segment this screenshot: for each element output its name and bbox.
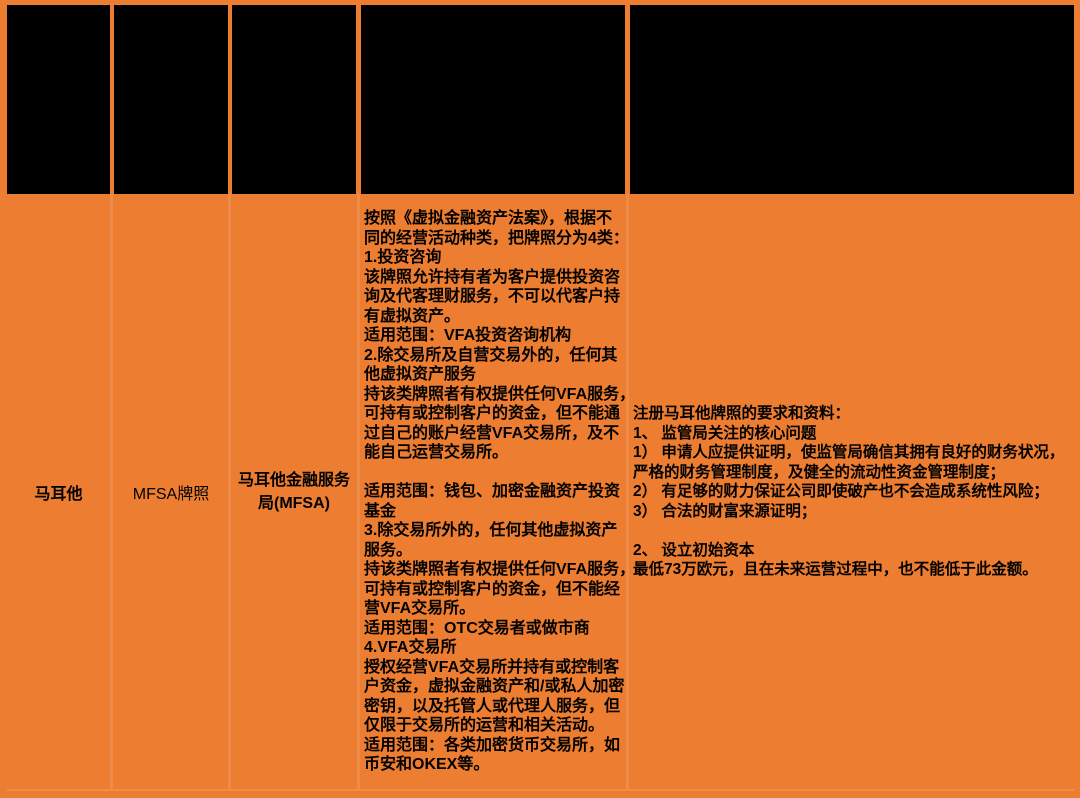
country-label: 马耳他 (34, 486, 83, 503)
column-divider (357, 194, 360, 790)
license-name-label: MFSA牌照 (132, 486, 210, 503)
cell-country: 马耳他 (7, 194, 110, 790)
header-cell-regulator-redacted (232, 5, 356, 194)
requirements-text: 注册马耳他牌照的要求和资料： 1、 监管局关注的核心问题 1） 申请人应提供证明… (633, 405, 1065, 579)
column-divider (110, 194, 113, 790)
column-divider (228, 194, 231, 790)
license-details-text: 按照《虚拟金融资产法案》，根据不 同的经营活动种类，把牌照分为4类： 1.投资咨… (364, 210, 636, 774)
cell-license-name: MFSA牌照 (114, 194, 228, 790)
cell-regulator: 马耳他金融服务 局(MFSA) (232, 194, 356, 790)
header-cell-license-redacted (114, 5, 228, 194)
header-cell-details-redacted (361, 5, 625, 194)
regulator-label: 马耳他金融服务 局(MFSA) (237, 472, 350, 512)
cell-license-details: 按照《虚拟金融资产法案》，根据不 同的经营活动种类，把牌照分为4类： 1.投资咨… (361, 194, 635, 790)
header-cell-country-redacted (7, 5, 110, 194)
row-bottom-divider (7, 789, 1074, 791)
column-divider (626, 194, 629, 790)
cell-requirements: 注册马耳他牌照的要求和资料： 1、 监管局关注的核心问题 1） 申请人应提供证明… (630, 194, 1074, 790)
header-cell-requirements-redacted (630, 5, 1074, 194)
